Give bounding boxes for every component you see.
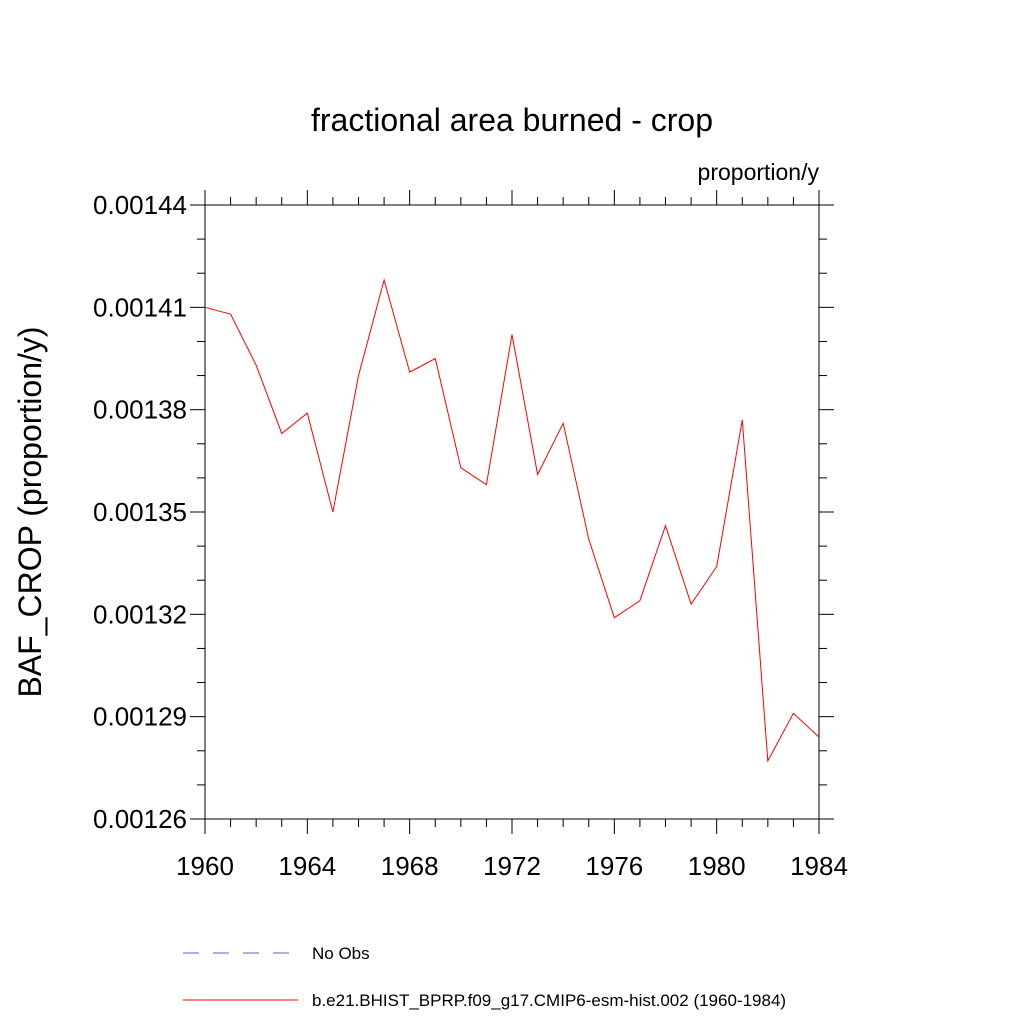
y-tick-label: 0.00141 xyxy=(93,292,187,322)
chart-title: fractional area burned - crop xyxy=(311,102,713,138)
x-tick-label: 1968 xyxy=(381,851,439,881)
x-tick-label: 1960 xyxy=(176,851,234,881)
x-tick-label: 1972 xyxy=(483,851,541,881)
y-tick-label: 0.00135 xyxy=(93,497,187,527)
tick-labels: 0.00126 0.00129 0.00132 0.00135 0.00138 0.001… xyxy=(93,190,848,881)
legend-label: b.e21.BHIST_BPRP.f09_g17.CMIP6-esm-hist.… xyxy=(312,991,786,1010)
axis-ticks xyxy=(190,190,834,834)
x-tick-label: 1984 xyxy=(790,851,848,881)
y-axis-label: BAF_CROP (proportion/y) xyxy=(12,326,48,697)
legend-label: No Obs xyxy=(312,944,370,963)
y-tick-label: 0.00138 xyxy=(93,395,187,425)
series-lines xyxy=(204,278,820,763)
y-tick-label: 0.00129 xyxy=(93,702,187,732)
units-label: proportion/y xyxy=(698,159,820,185)
y-tick-label: 0.00126 xyxy=(93,804,187,834)
legend: No Obs b.e21.BHIST_BPRP.f09_g17.CMIP6-esm… xyxy=(183,944,786,1010)
x-tick-label: 1976 xyxy=(585,851,643,881)
x-tick-label: 1964 xyxy=(278,851,336,881)
y-tick-label: 0.00144 xyxy=(93,190,187,220)
series-line xyxy=(204,278,820,763)
x-tick-label: 1980 xyxy=(688,851,746,881)
y-tick-label: 0.00132 xyxy=(93,599,187,629)
plot-frame xyxy=(204,204,820,820)
